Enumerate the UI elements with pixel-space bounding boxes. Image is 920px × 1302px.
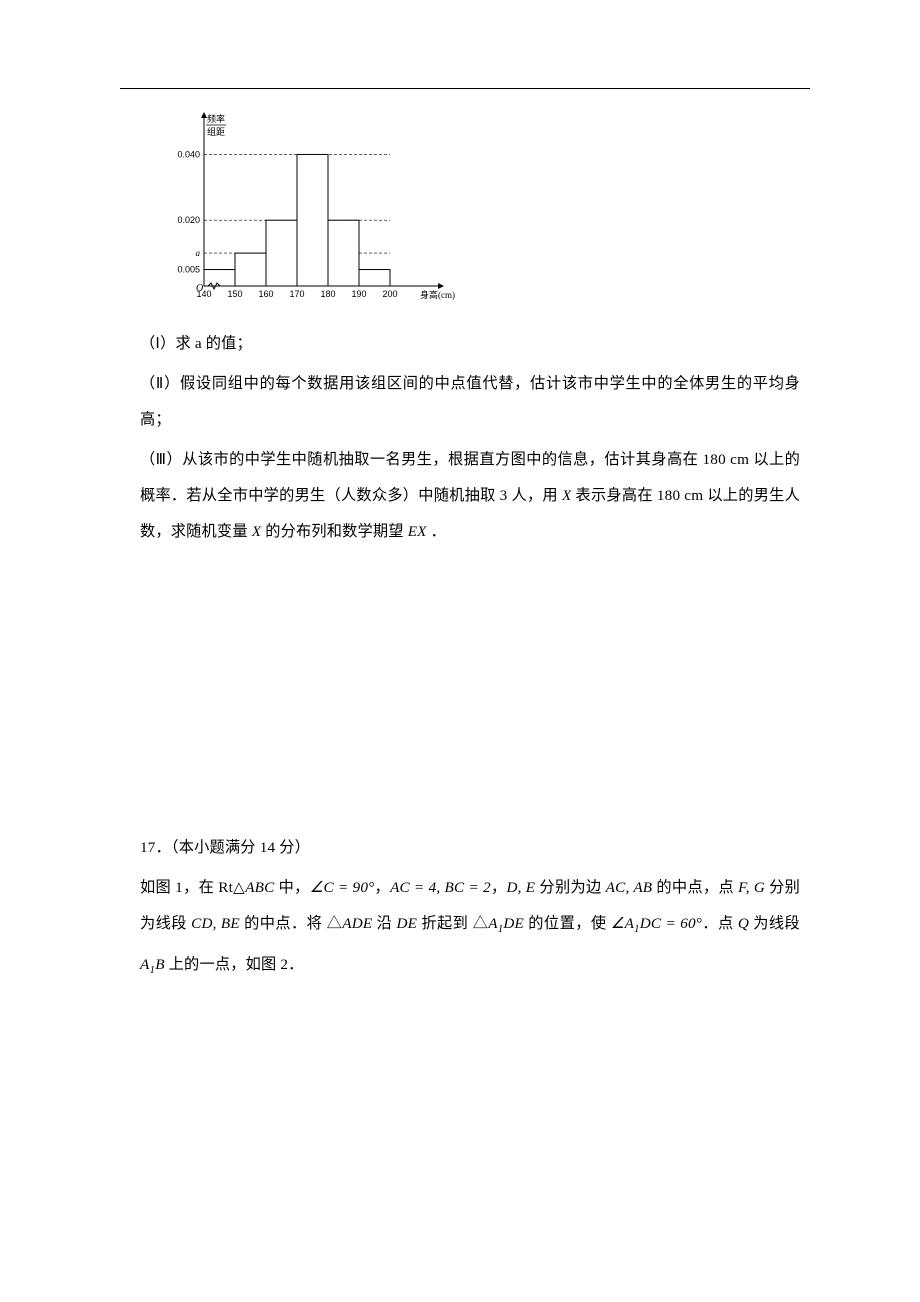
q17-ACBC: AC = 4, BC = 2 xyxy=(390,879,491,896)
q17-l2e: 的位置，使 xyxy=(524,915,611,932)
q17-DE: D, E xyxy=(507,879,536,896)
q17-l3c: 上的一点，如图 2． xyxy=(165,956,304,973)
q1-EX: EX xyxy=(408,523,427,540)
svg-text:170: 170 xyxy=(289,289,304,299)
q1-X: X xyxy=(562,487,571,504)
q17-l1c: ， xyxy=(374,879,390,896)
svg-text:O: O xyxy=(196,283,203,294)
q17-l1f: 的中点，点 xyxy=(652,879,738,896)
q17-CDBE: CD, BE xyxy=(191,915,240,932)
q17-ACAB: AC, AB xyxy=(606,879,653,896)
q17-FG: F, G xyxy=(738,879,765,896)
svg-text:0.005: 0.005 xyxy=(177,265,200,275)
q17-A1DC: ∠A xyxy=(611,915,634,932)
svg-text:190: 190 xyxy=(351,289,366,299)
q17-header-text: 17．（本小题满分 14 分） xyxy=(140,839,310,856)
q17-line1: 如图 1，在 Rt△ABC 中，∠C = 90°，AC = 4, BC = 2，… xyxy=(140,870,800,988)
svg-text:180: 180 xyxy=(320,289,335,299)
svg-text:0.020: 0.020 xyxy=(177,215,200,225)
q17-ABC: ABC xyxy=(245,879,274,896)
q1-part3: （Ⅲ）从该市的中学生中随机抽取一名男生，根据直方图中的信息，估计其身高在 180… xyxy=(140,442,800,550)
q17-Q: Q xyxy=(738,915,749,932)
q17-block: 17．（本小题满分 14 分） 如图 1，在 Rt△ABC 中，∠C = 90°… xyxy=(140,830,800,988)
q17-A1B-tail: B xyxy=(155,956,164,973)
q17-A1DE: A xyxy=(488,915,497,932)
top-rule xyxy=(120,88,810,89)
q1-part3-end: ． xyxy=(427,523,446,540)
q17-DE2: DE xyxy=(396,915,417,932)
svg-text:150: 150 xyxy=(227,289,242,299)
q17-l3b: 为线段 xyxy=(749,915,800,932)
svg-text:0.040: 0.040 xyxy=(177,149,200,159)
q17-l2b: 的中点．将 xyxy=(240,915,327,932)
svg-text:身高(cm): 身高(cm) xyxy=(420,289,455,300)
q1-part1-text: （Ⅰ）求 a 的值； xyxy=(140,335,252,352)
q17-l1a: 如图 1，在 Rt xyxy=(140,879,233,896)
q1-part1: （Ⅰ）求 a 的值； xyxy=(140,326,800,362)
q17-angC: ∠C = 90° xyxy=(310,879,375,896)
q17-ADE: ADE xyxy=(342,915,372,932)
svg-text:160: 160 xyxy=(258,289,273,299)
q17-l1b: 中， xyxy=(275,879,310,896)
svg-text:200: 200 xyxy=(382,289,397,299)
q17-tri3: △ xyxy=(473,915,489,932)
q1-X2: X xyxy=(252,523,261,540)
q17-l1d: ， xyxy=(491,879,507,896)
q1-part2-text: （Ⅱ）假设同组中的每个数据用该组区间的中点值代替，估计该市中学生中的全体男生的平… xyxy=(140,375,800,428)
svg-text:组距: 组距 xyxy=(207,126,225,137)
q1-part2: （Ⅱ）假设同组中的每个数据用该组区间的中点值代替，估计该市中学生中的全体男生的平… xyxy=(140,366,800,438)
histogram: 频率组距0.005a0.0200.04014015016017018019020… xyxy=(160,108,800,308)
q17-l3a: ．点 xyxy=(702,915,738,932)
svg-text:a: a xyxy=(196,248,201,258)
q1-part3-c: 的分布列和数学期望 xyxy=(261,523,407,540)
svg-text:频率: 频率 xyxy=(207,113,225,124)
q17-tri1: △ xyxy=(233,879,245,896)
histogram-svg: 频率组距0.005a0.0200.04014015016017018019020… xyxy=(160,108,460,308)
q17-header: 17．（本小题满分 14 分） xyxy=(140,830,800,866)
q17-A1DE-tail: DE xyxy=(503,915,524,932)
q17-l2d: 折起到 xyxy=(417,915,472,932)
q17-A1DC-tail: DC = 60° xyxy=(640,915,702,932)
q17-l1e: 分别为边 xyxy=(535,879,605,896)
q17-tri2: △ xyxy=(327,915,343,932)
q17-l2c: 沿 xyxy=(372,915,396,932)
